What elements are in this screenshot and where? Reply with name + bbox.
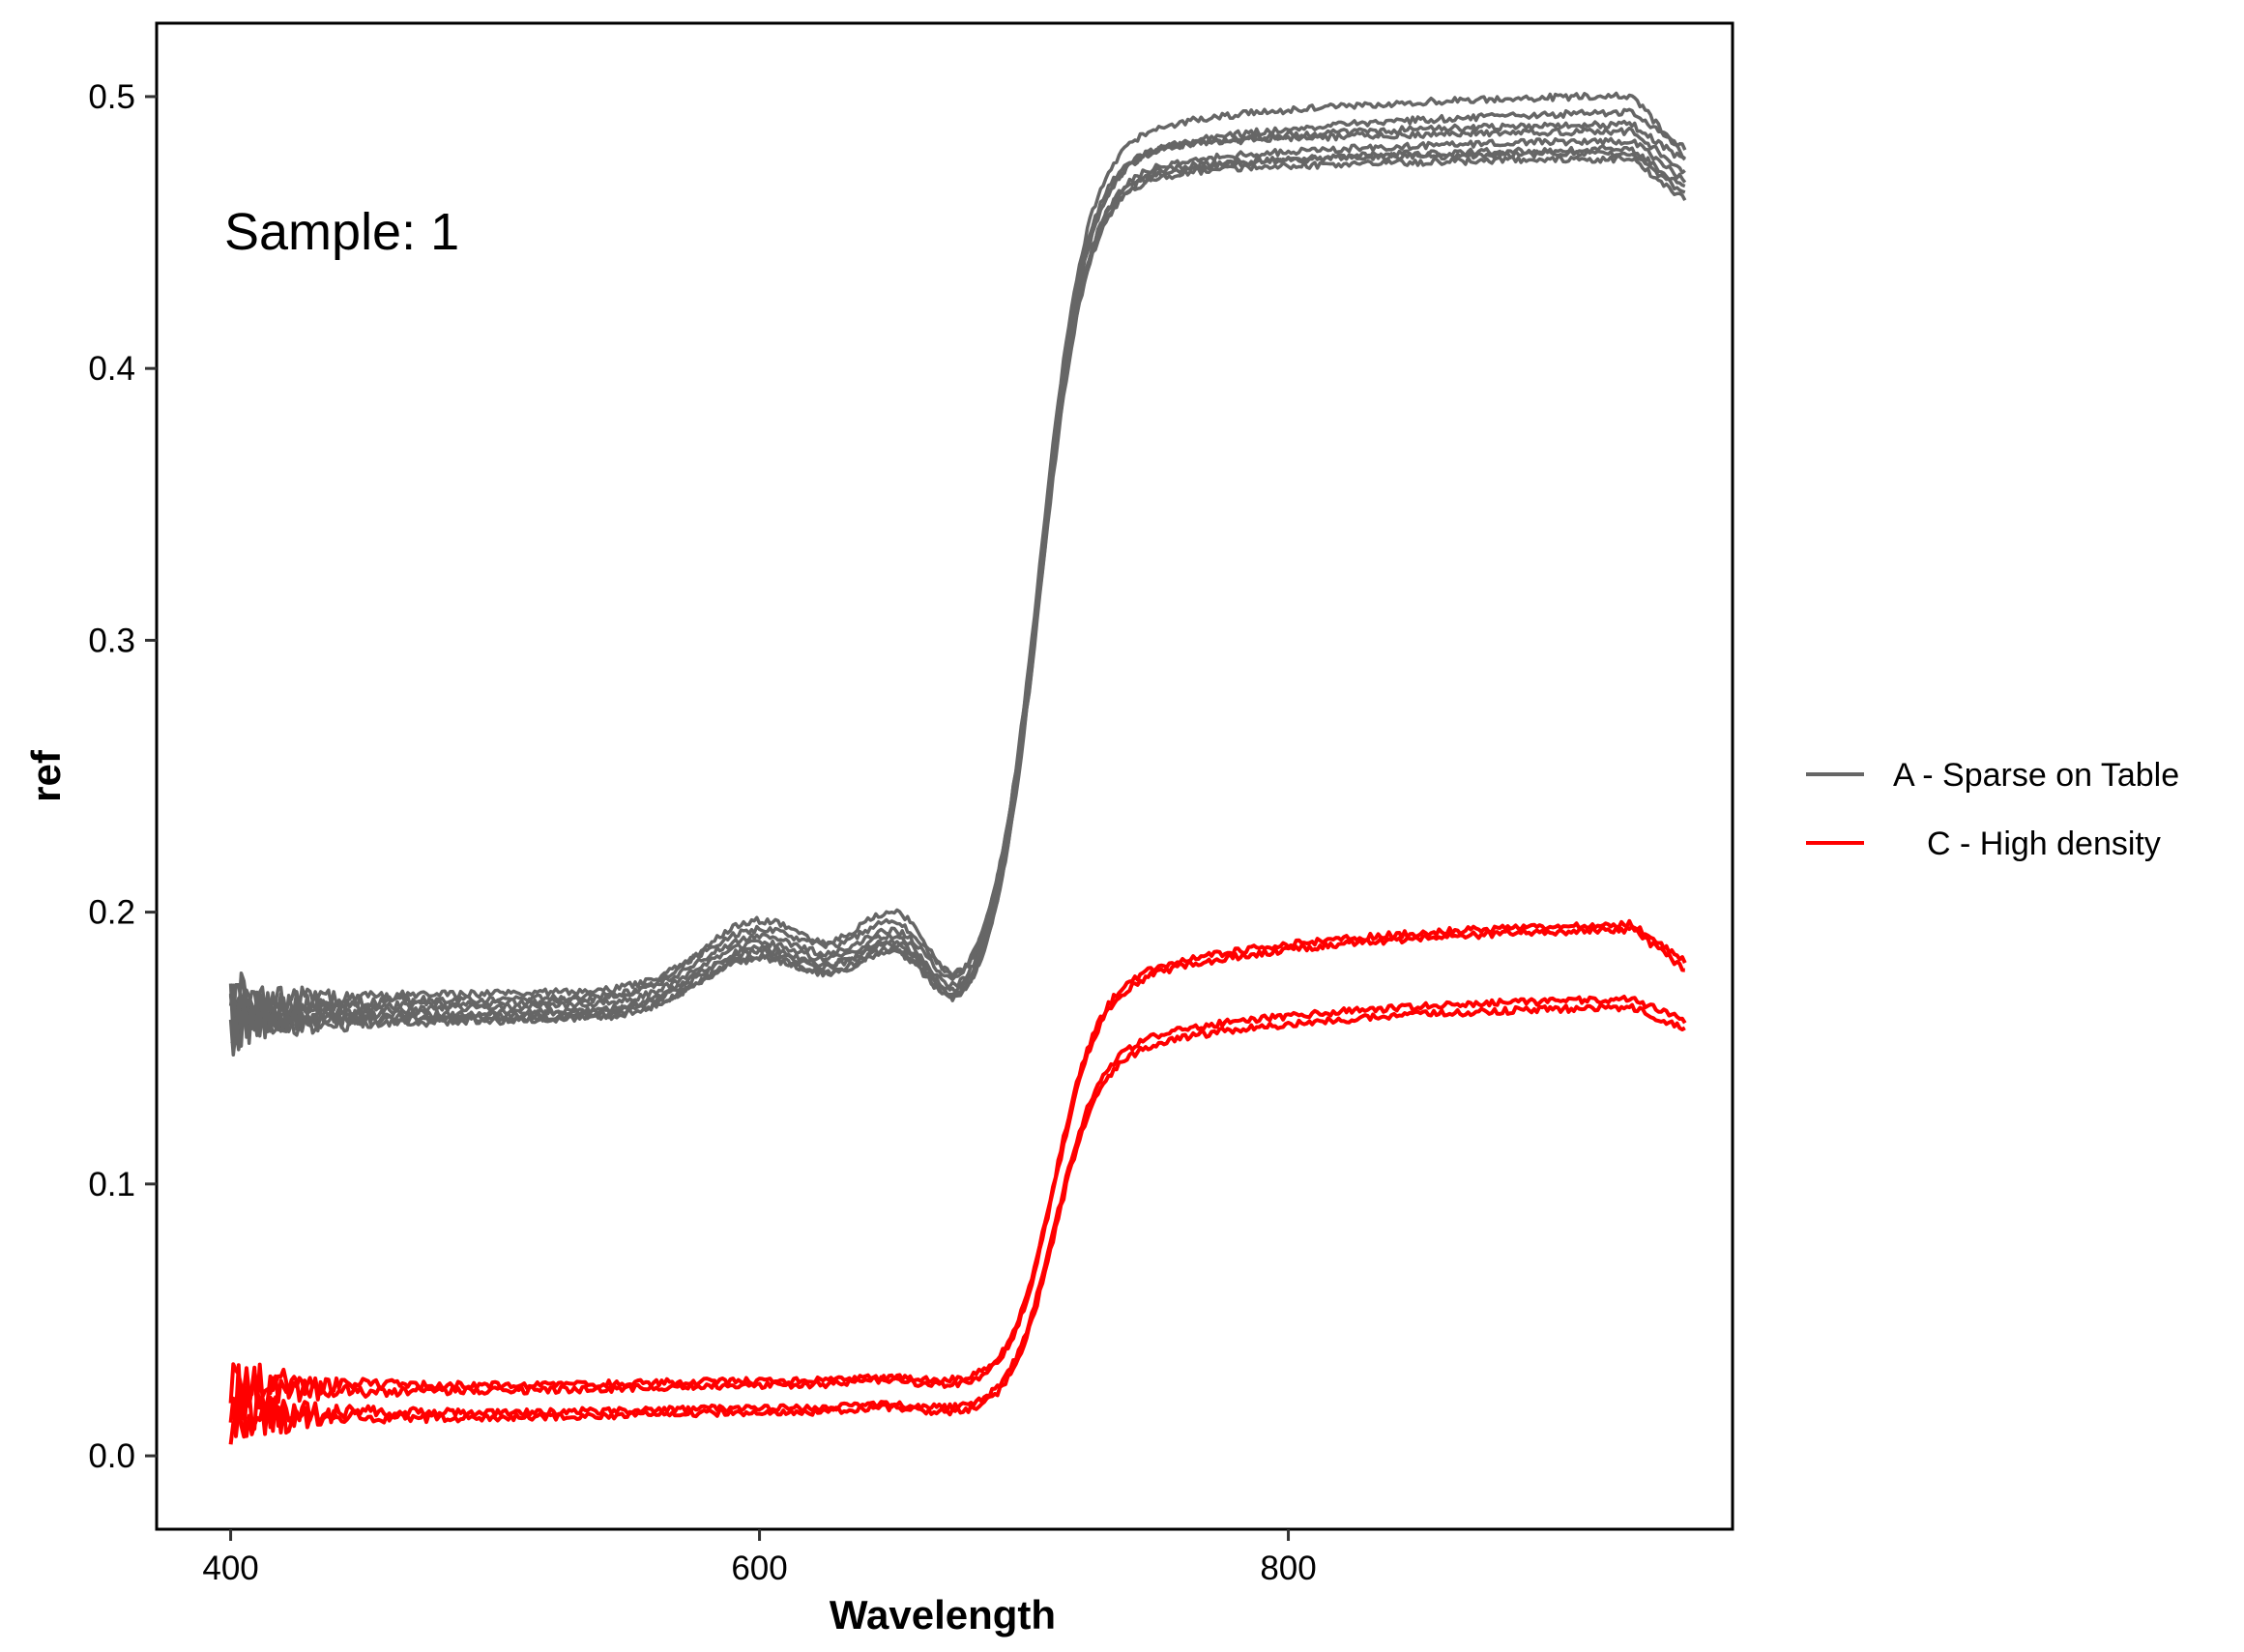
y-tick-label: 0.2 bbox=[88, 894, 135, 932]
legend-label-sparse: A - Sparse on Table bbox=[1893, 757, 2179, 794]
series-line-sparse bbox=[228, 91, 1686, 1032]
x-tick-label: 400 bbox=[202, 1550, 258, 1587]
y-axis-ticks: 0.0 0.1 0.2 0.3 0.4 0.5 bbox=[88, 78, 157, 1475]
plot-panel-border bbox=[155, 21, 1734, 1531]
x-axis-title: Wavelength bbox=[830, 1592, 1056, 1638]
y-tick-label: 0.0 bbox=[88, 1437, 135, 1475]
series-line-high-density bbox=[228, 918, 1687, 1410]
series-line-sparse bbox=[229, 126, 1686, 1027]
y-axis-title: ref bbox=[23, 749, 69, 802]
y-tick-label: 0.1 bbox=[88, 1166, 135, 1203]
series-line-high-density bbox=[229, 1002, 1686, 1438]
series-line-high-density bbox=[228, 924, 1685, 1423]
series-layer bbox=[228, 91, 1687, 1445]
legend: A - Sparse on Table C - High density bbox=[1806, 757, 2179, 862]
series-line-sparse bbox=[228, 144, 1686, 1029]
sample-annotation: Sample: 1 bbox=[224, 203, 459, 261]
y-tick-label: 0.3 bbox=[88, 622, 135, 659]
y-tick-label: 0.5 bbox=[88, 78, 135, 116]
legend-label-high-density: C - High density bbox=[1927, 826, 2161, 862]
y-tick-label: 0.4 bbox=[88, 350, 135, 388]
x-tick-label: 800 bbox=[1260, 1550, 1316, 1587]
x-axis-ticks: 400 600 800 bbox=[202, 1529, 1317, 1587]
series-line-sparse bbox=[230, 154, 1687, 1048]
x-tick-label: 600 bbox=[731, 1550, 787, 1587]
